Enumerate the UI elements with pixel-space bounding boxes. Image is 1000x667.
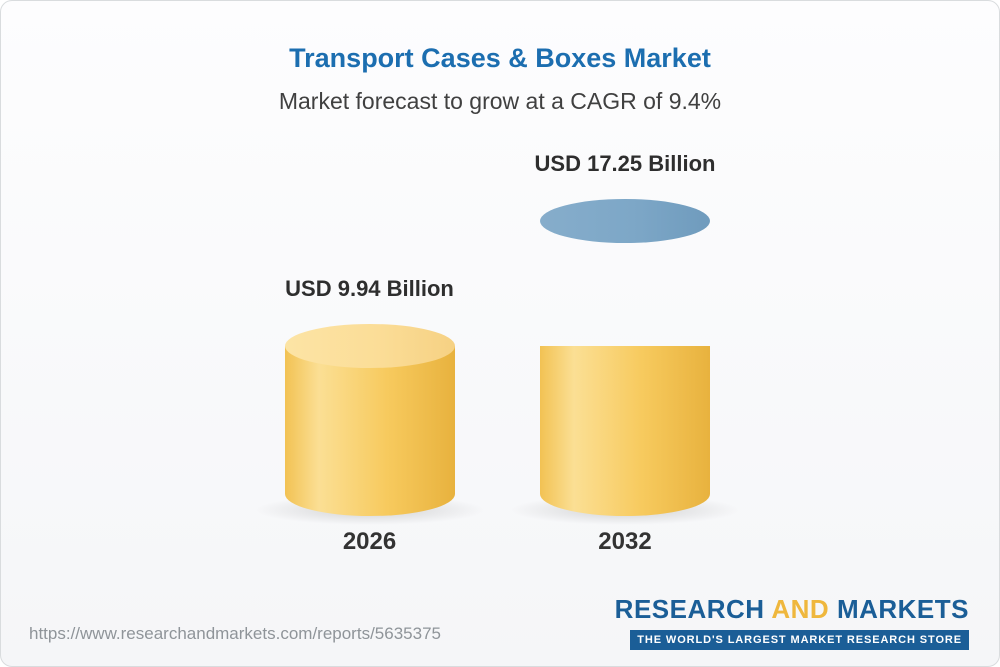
bar-chart: USD 9.94 Billion 2026 USD 17.25 Billion … (1, 151, 999, 556)
logo-tagline: THE WORLD'S LARGEST MARKET RESEARCH STOR… (630, 630, 969, 650)
bar-2032 (509, 199, 740, 525)
bar-2026 (254, 324, 485, 525)
bar-2032-top-ellipse (539, 199, 710, 243)
researchandmarkets-logo: RESEARCH AND MARKETS THE WORLD'S LARGEST… (615, 594, 969, 650)
chart-title: Transport Cases & Boxes Market (289, 43, 711, 73)
value-label-2032: USD 17.25 Billion (534, 151, 716, 176)
logo-word-markets: MARKETS (836, 594, 969, 624)
year-label-2032: 2032 (598, 528, 652, 555)
year-label-2026: 2026 (342, 528, 397, 555)
logo-word-and: AND (771, 594, 830, 624)
logo-word-research: RESEARCH (614, 594, 765, 624)
logo-wordmark: RESEARCH AND MARKETS (615, 594, 969, 625)
report-url[interactable]: https://www.researchandmarkets.com/repor… (29, 624, 441, 643)
bar-group-2026: USD 9.94 Billion 2026 (254, 276, 485, 556)
value-label-2026: USD 9.94 Billion (285, 276, 454, 301)
bar-group-2032: USD 17.25 Billion 2032 (509, 151, 740, 556)
bar-2032-base-segment (539, 346, 710, 516)
chart-subtitle: Market forecast to grow at a CAGR of 9.4… (278, 88, 722, 114)
bar-2026-body (284, 346, 455, 516)
chart-header: Transport Cases & Boxes Market Market fo… (1, 43, 999, 115)
bar-2026-top-ellipse (284, 324, 455, 368)
